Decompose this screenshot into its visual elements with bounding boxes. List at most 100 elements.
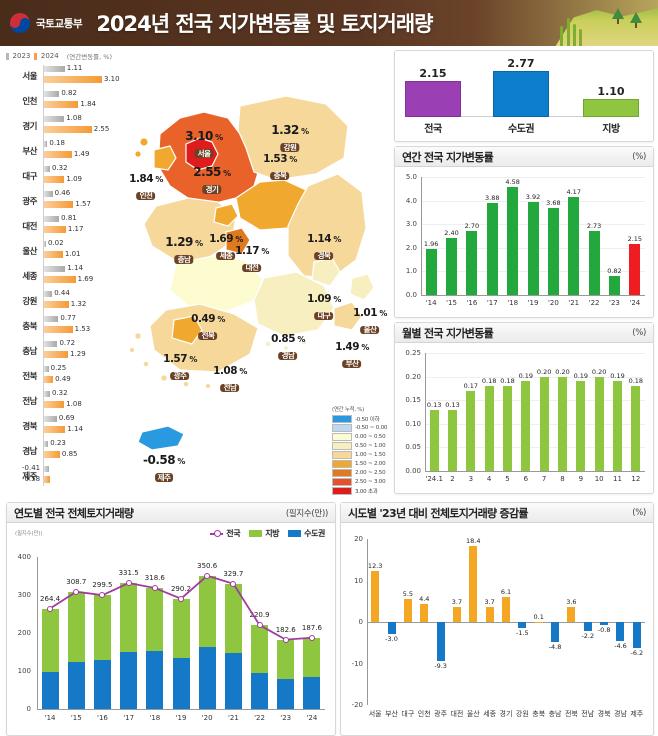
bar [588, 230, 600, 295]
bar-value-label: 18.4 [466, 536, 481, 545]
map-label-name: 충남 [174, 255, 194, 264]
x-axis-tick: '20 [201, 714, 213, 722]
line-point-label: 329.7 [223, 569, 244, 578]
x-axis-tick: '15 [446, 299, 457, 307]
map-legend-label: 2.00 ~ 2.50 [355, 470, 386, 476]
bar-2023-wrap: 1.14 [44, 264, 112, 275]
stack-segment-metro [172, 657, 190, 709]
y-axis-tick: 0.00 [405, 467, 421, 475]
bar-value-label: 3.88 [485, 194, 500, 203]
map-label-name: 경남 [278, 351, 298, 361]
bar-2024 [44, 200, 74, 208]
line-point [256, 622, 263, 629]
bar-2024-wrap: -0.58 [22, 475, 112, 485]
monthly-chart: 0.00 0.05 0.10 0.15 0.20 0.25 0.13 '24.1 0.13 2 0.… [395, 343, 653, 493]
bar-value-label: -0.8 [597, 626, 611, 635]
yearly-volume-header: 연도별 전국 전체토지거래량 (필지수(만)) [7, 503, 335, 523]
y-axis-tick: 0 [26, 705, 31, 713]
bar [446, 238, 458, 295]
x-axis-tick: 울산 [466, 710, 480, 718]
x-axis-tick: '21 [568, 299, 580, 307]
bar-2023-wrap: -0.41 [22, 464, 112, 475]
x-axis-line [421, 295, 645, 296]
map-label-percent: % [237, 367, 247, 376]
stacked-bar [303, 637, 321, 709]
x-axis-tick: '18 [507, 299, 519, 307]
map-label-percent: % [377, 309, 387, 318]
yearly-volume-chart: (필지수(만)) 전국 지방 수도권 0 100 200 300 400 '14 264.4 '1… [7, 523, 335, 735]
bar [484, 386, 494, 471]
sidebar-row-name: 대전 [22, 221, 37, 232]
map-legend-item: 0.50 ~ 1.00 [332, 442, 390, 450]
y-axis-tick: 10 [354, 576, 363, 585]
sido-panel-unit: (%) [632, 507, 646, 518]
x-axis-line [37, 709, 325, 710]
bar-2024-wrap: 1.53 [44, 324, 112, 335]
map-label-percent: % [287, 155, 297, 164]
sidebar-row-name: 인천 [22, 96, 37, 107]
summary-item-수도권: 2.77 수도권 [493, 57, 549, 135]
sidebar-row: 충북 0.77 1.53 [0, 313, 112, 338]
line-point [73, 588, 80, 595]
summary-value: 2.15 [419, 67, 447, 80]
bar-2024-value: 1.53 [74, 324, 91, 333]
bar-2024 [44, 225, 66, 233]
line-point-label: 308.7 [66, 577, 87, 586]
x-axis-tick: 5 [505, 475, 510, 483]
bar-2023 [44, 190, 53, 197]
map-label-percent: % [192, 239, 203, 248]
summary-body: 2.15 전국 2.77 수도권 1.10 지방 [395, 51, 653, 141]
bar-2024-wrap: 1.32 [44, 300, 112, 310]
stacked-bar [251, 625, 269, 709]
stacked-bar [224, 583, 242, 709]
bar-2024-wrap: 1.29 [44, 350, 112, 360]
summary-bar [493, 71, 549, 117]
bar-2024-value: 0.85 [61, 449, 78, 458]
bar-2023-value: 0.23 [50, 438, 66, 447]
map-label-value: 1.69 % [209, 233, 243, 245]
bar [403, 599, 412, 622]
bar-2023-wrap: 0.72 [44, 339, 112, 350]
map-legend-swatch [332, 469, 352, 477]
bar-value-label: -9.3 [434, 661, 447, 670]
map-legend-label: 1.50 ~ 2.00 [355, 461, 386, 467]
map-legend-item: 0.00 ~ 0.50 [332, 433, 390, 441]
map-label-인천: 1.84 % 인천 [129, 173, 163, 202]
summary-name: 전국 [424, 124, 442, 135]
map-label-name: 전북 [198, 331, 218, 341]
sidebar-row-bars: 0.82 1.84 [42, 89, 112, 112]
bar [631, 386, 641, 471]
bar [507, 186, 519, 295]
bar-2023-wrap: 0.18 [44, 139, 112, 150]
sidebar-row-name: 경북 [22, 421, 37, 432]
bar [616, 622, 625, 642]
legend-label-2023: 2023 [12, 52, 31, 60]
bar-2024-value: 1.57 [75, 199, 91, 208]
x-axis-tick: 12 [631, 475, 641, 483]
tree-icon [612, 8, 624, 24]
stacked-bar [172, 598, 190, 709]
bar-2023 [44, 290, 53, 297]
bar-2023-wrap: 0.77 [44, 314, 112, 325]
y-axis-line [425, 353, 426, 471]
x-axis-tick: 8 [560, 475, 565, 483]
x-axis-tick: '17 [123, 714, 135, 722]
map-legend-label: -0.50 ~ 0.00 [355, 425, 388, 431]
stack-segment-metro [277, 678, 295, 709]
legend-item-total: 전국 [210, 528, 241, 539]
sidebar-row-name: 제주 [22, 471, 37, 482]
map-legend-swatch [332, 424, 352, 432]
bar [521, 381, 531, 471]
map-label-percent: % [233, 235, 243, 244]
gridline [421, 200, 645, 202]
bar-2024 [44, 75, 102, 83]
stack-segment-local [224, 583, 242, 653]
map-label-value: 1.84 % [129, 173, 163, 185]
x-axis-tick: 대전 [450, 710, 464, 718]
page-header: 국토교통부 2024년 전국 지가변동률 및 토지거래량 [0, 0, 658, 46]
x-axis-tick: 3 [468, 475, 474, 483]
map-legend-item: 2.50 ~ 3.00 [332, 478, 390, 486]
bar [436, 622, 445, 661]
bar-2023 [44, 415, 57, 422]
bar-2023-wrap: 0.46 [44, 189, 112, 200]
